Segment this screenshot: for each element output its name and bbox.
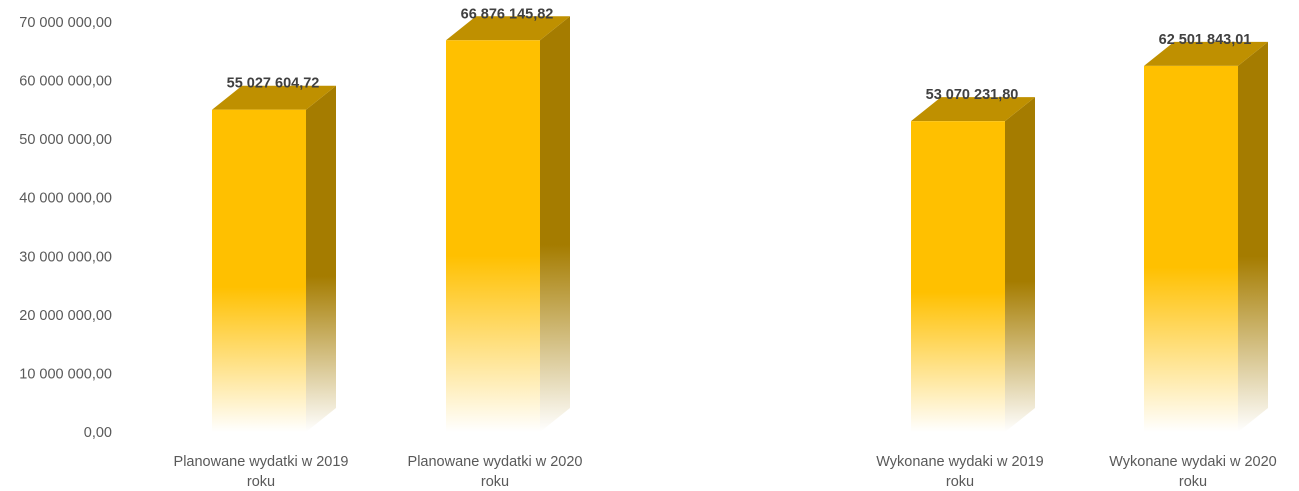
- bars: [212, 16, 1268, 433]
- bar: [1144, 41, 1268, 432]
- bar: [212, 85, 336, 432]
- y-tick-label: 30 000 000,00: [19, 249, 112, 265]
- data-label: 66 876 145,82: [461, 6, 554, 22]
- bar-front-face: [1144, 65, 1238, 432]
- y-tick-label: 0,00: [84, 425, 112, 441]
- data-label: 55 027 604,72: [227, 76, 320, 92]
- y-axis: 0,00 10 000 000,00 20 000 000,00 30 000 000…: [19, 15, 112, 441]
- bar-top-face: [911, 97, 1035, 122]
- x-tick-label: roku: [946, 474, 974, 490]
- bar: [446, 16, 570, 432]
- y-tick-label: 70 000 000,00: [19, 15, 112, 31]
- bar: [911, 97, 1035, 433]
- x-axis: Planowane wydatki w 2019 roku Planowane wy…: [174, 454, 1277, 490]
- y-tick-label: 40 000 000,00: [19, 191, 112, 207]
- bar-side-face: [1238, 41, 1268, 432]
- x-tick-label: Wykonane wydaki w 2020: [1109, 454, 1277, 470]
- x-tick-label: roku: [481, 474, 509, 490]
- bar-side-face: [306, 85, 336, 432]
- bar-front-face: [911, 121, 1005, 433]
- y-tick-label: 60 000 000,00: [19, 74, 112, 90]
- x-tick-label: Planowane wydatki w 2020: [408, 454, 583, 470]
- bar-top-face: [212, 85, 336, 110]
- bar-front-face: [212, 109, 306, 432]
- x-tick-label: Planowane wydatki w 2019: [174, 454, 349, 470]
- y-tick-label: 50 000 000,00: [19, 132, 112, 148]
- data-label: 53 070 231,80: [926, 87, 1019, 103]
- bar-top-face: [1144, 41, 1268, 66]
- bar-top-face: [446, 16, 570, 41]
- y-tick-label: 20 000 000,00: [19, 308, 112, 324]
- x-tick-label: Wykonane wydaki w 2019: [876, 454, 1044, 470]
- y-tick-label: 10 000 000,00: [19, 366, 112, 382]
- x-tick-label: roku: [247, 474, 275, 490]
- bar-front-face: [446, 40, 540, 432]
- bar-side-face: [1005, 97, 1035, 433]
- data-labels: 55 027 604,72 66 876 145,82 53 070 231,80 6…: [227, 6, 1252, 103]
- x-tick-label: roku: [1179, 474, 1207, 490]
- data-label: 62 501 843,01: [1159, 32, 1252, 48]
- bar-side-face: [540, 16, 570, 432]
